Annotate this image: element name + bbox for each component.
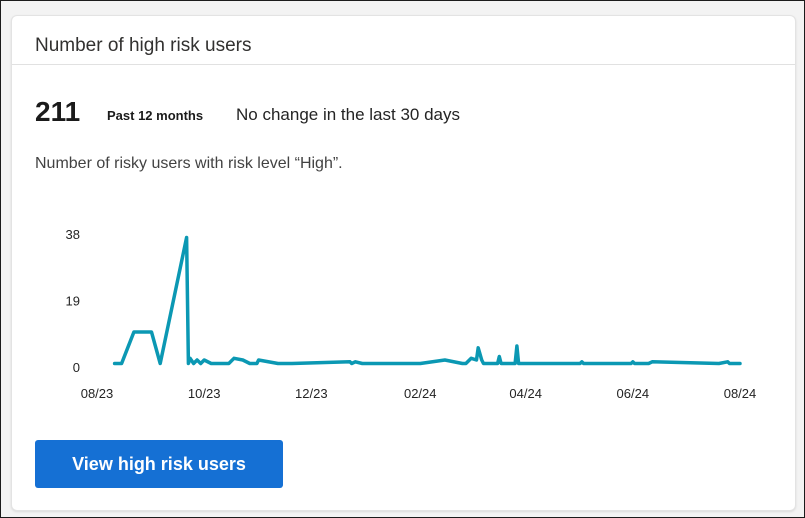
metric-value: 211 bbox=[35, 96, 81, 127]
y-tick-label: 0 bbox=[73, 360, 80, 375]
card-header: Number of high risk users bbox=[12, 16, 795, 65]
x-axis-ticks: 08/23 10/23 12/23 02/24 04/24 06/24 08/24 bbox=[81, 386, 757, 401]
x-tick-label: 08/23 bbox=[81, 386, 114, 401]
x-tick-label: 02/24 bbox=[404, 386, 437, 401]
card-description: Number of risky users with risk level “H… bbox=[35, 155, 343, 172]
metric-change: No change in the last 30 days bbox=[236, 105, 460, 124]
y-axis-ticks: 0 19 38 bbox=[66, 227, 80, 375]
series-line bbox=[112, 235, 742, 366]
view-high-risk-users-button[interactable]: View high risk users bbox=[35, 440, 283, 488]
x-tick-label: 08/24 bbox=[724, 386, 757, 401]
risk-trend-chart: 0 19 38 08/23 10/23 12/23 02/24 04/24 06/24 08/2… bbox=[12, 212, 795, 412]
x-tick-label: 10/23 bbox=[188, 386, 221, 401]
card-title: Number of high risk users bbox=[35, 35, 252, 56]
y-tick-label: 38 bbox=[66, 227, 80, 242]
y-tick-label: 19 bbox=[66, 294, 80, 309]
series-layer bbox=[112, 235, 742, 366]
x-tick-label: 06/24 bbox=[617, 386, 650, 401]
x-tick-label: 12/23 bbox=[295, 386, 328, 401]
high-risk-users-card: Number of high risk users 211 Past 12 mo… bbox=[11, 15, 796, 511]
x-tick-label: 04/24 bbox=[509, 386, 542, 401]
metric-period: Past 12 months bbox=[107, 108, 204, 123]
